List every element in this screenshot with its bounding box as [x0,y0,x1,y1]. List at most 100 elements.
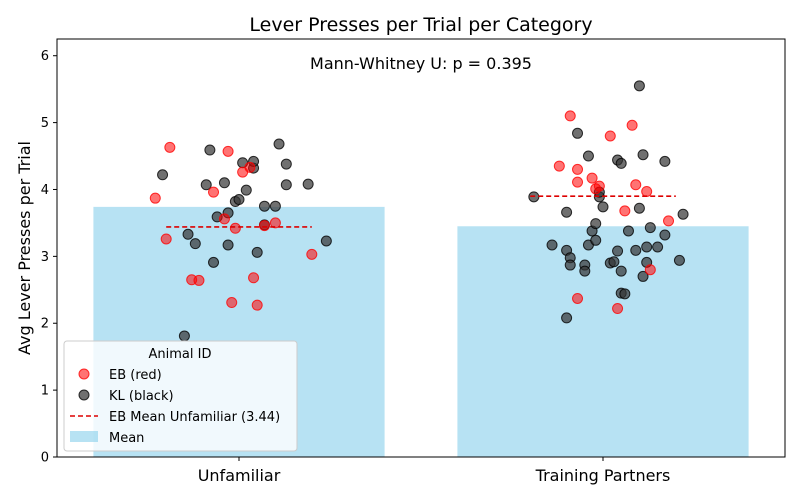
point-eb-21 [572,292,584,304]
point-eb-4 [193,274,205,286]
point-kl-8 [218,177,230,189]
point-kl-10 [222,239,234,251]
y-tick-label-3: 3 [41,250,49,265]
chart-title: Lever Presses per Trial per Category [249,14,592,36]
point-kl-22 [280,179,292,191]
point-kl-28 [561,312,573,324]
point-eb-5 [208,186,220,198]
point-eb-30 [641,185,653,197]
point-eb-11 [244,161,256,173]
point-eb-19 [572,163,584,175]
point-kl-12 [233,194,245,206]
point-eb-27 [619,205,631,217]
y-tick-label-0: 0 [41,451,49,466]
y-axis-label: Avg Lever Presses per Trial [15,141,34,355]
point-kl-23 [280,158,292,170]
point-eb-14 [258,220,270,232]
point-kl-4 [200,179,212,191]
point-kl-45 [608,256,620,268]
point-eb-18 [564,110,576,122]
point-kl-25 [320,235,332,247]
y-tick-label-4: 4 [41,183,49,198]
point-kl-36 [582,150,594,162]
point-eb-9 [229,222,241,234]
point-eb-24 [593,180,605,192]
point-kl-6 [208,256,220,268]
point-eb-26 [612,303,624,315]
point-eb-17 [553,160,565,172]
point-kl-51 [619,288,631,300]
point-kl-63 [659,229,671,241]
point-eb-32 [663,215,675,227]
point-kl-55 [633,80,645,92]
legend-marker-kl [78,389,90,401]
legend-marker-eb [78,368,90,380]
point-kl-2 [182,228,194,240]
point-kl-53 [630,244,642,256]
point-eb-31 [644,264,656,276]
legend-label-eb-mean: EB Mean Unfamiliar (3.44) [109,410,280,425]
point-kl-52 [622,225,634,237]
point-eb-2 [160,233,172,245]
point-eb-1 [164,141,176,153]
point-eb-0 [149,192,161,204]
point-kl-17 [251,246,263,258]
point-kl-3 [189,238,201,250]
point-kl-21 [273,138,285,150]
legend-box [63,340,298,452]
legend-marker-mean [70,431,98,442]
point-kl-1 [178,330,190,342]
y-tick-label-6: 6 [41,49,49,64]
legend-label-eb: EB (red) [109,368,162,383]
point-kl-57 [637,270,649,282]
point-kl-65 [677,208,689,220]
point-kl-33 [572,127,584,139]
legend-label-kl: KL (black) [109,389,174,404]
x-tick-label-0: Unfamiliar [198,466,281,485]
point-kl-32 [564,259,576,271]
point-eb-22 [586,172,598,184]
point-eb-12 [248,272,260,284]
point-eb-25 [604,130,616,142]
point-kl-18 [258,200,270,212]
point-eb-15 [269,217,281,229]
point-eb-13 [251,299,263,311]
point-kl-39 [590,234,602,246]
point-kl-62 [659,155,671,167]
point-kl-64 [673,254,685,266]
point-kl-56 [637,149,649,161]
point-eb-8 [226,297,238,309]
x-tick-label-1: Training Partners [535,466,671,485]
point-kl-54 [633,202,645,214]
point-kl-24 [302,178,314,190]
point-kl-61 [652,241,664,253]
stat-annotation: Mann-Whitney U: p = 0.395 [310,54,532,73]
legend-label-mean: Mean [109,431,144,446]
y-tick-label-1: 1 [41,384,49,399]
point-eb-29 [630,179,642,191]
point-eb-6 [218,213,230,225]
point-kl-5 [204,144,216,156]
point-eb-7 [222,145,234,157]
point-kl-40 [590,218,602,230]
point-eb-16 [306,248,318,260]
point-kl-43 [597,201,609,213]
point-kl-59 [641,241,653,253]
y-tick-label-5: 5 [41,116,49,131]
legend-title: Animal ID [149,347,212,362]
point-kl-0 [157,169,169,181]
plot-frame [56,38,786,458]
y-tick-label-2: 2 [41,317,49,332]
point-eb-28 [626,119,638,131]
point-kl-48 [615,265,627,277]
point-kl-35 [579,265,591,277]
point-eb-20 [572,176,584,188]
legend: Animal ID EB (red) KL (black) EB Mean Un… [63,340,298,452]
point-kl-14 [240,184,252,196]
point-kl-49 [615,157,627,169]
point-kl-20 [269,200,281,212]
bar-1 [457,226,749,457]
point-kl-27 [546,239,558,251]
point-kl-46 [612,245,624,257]
